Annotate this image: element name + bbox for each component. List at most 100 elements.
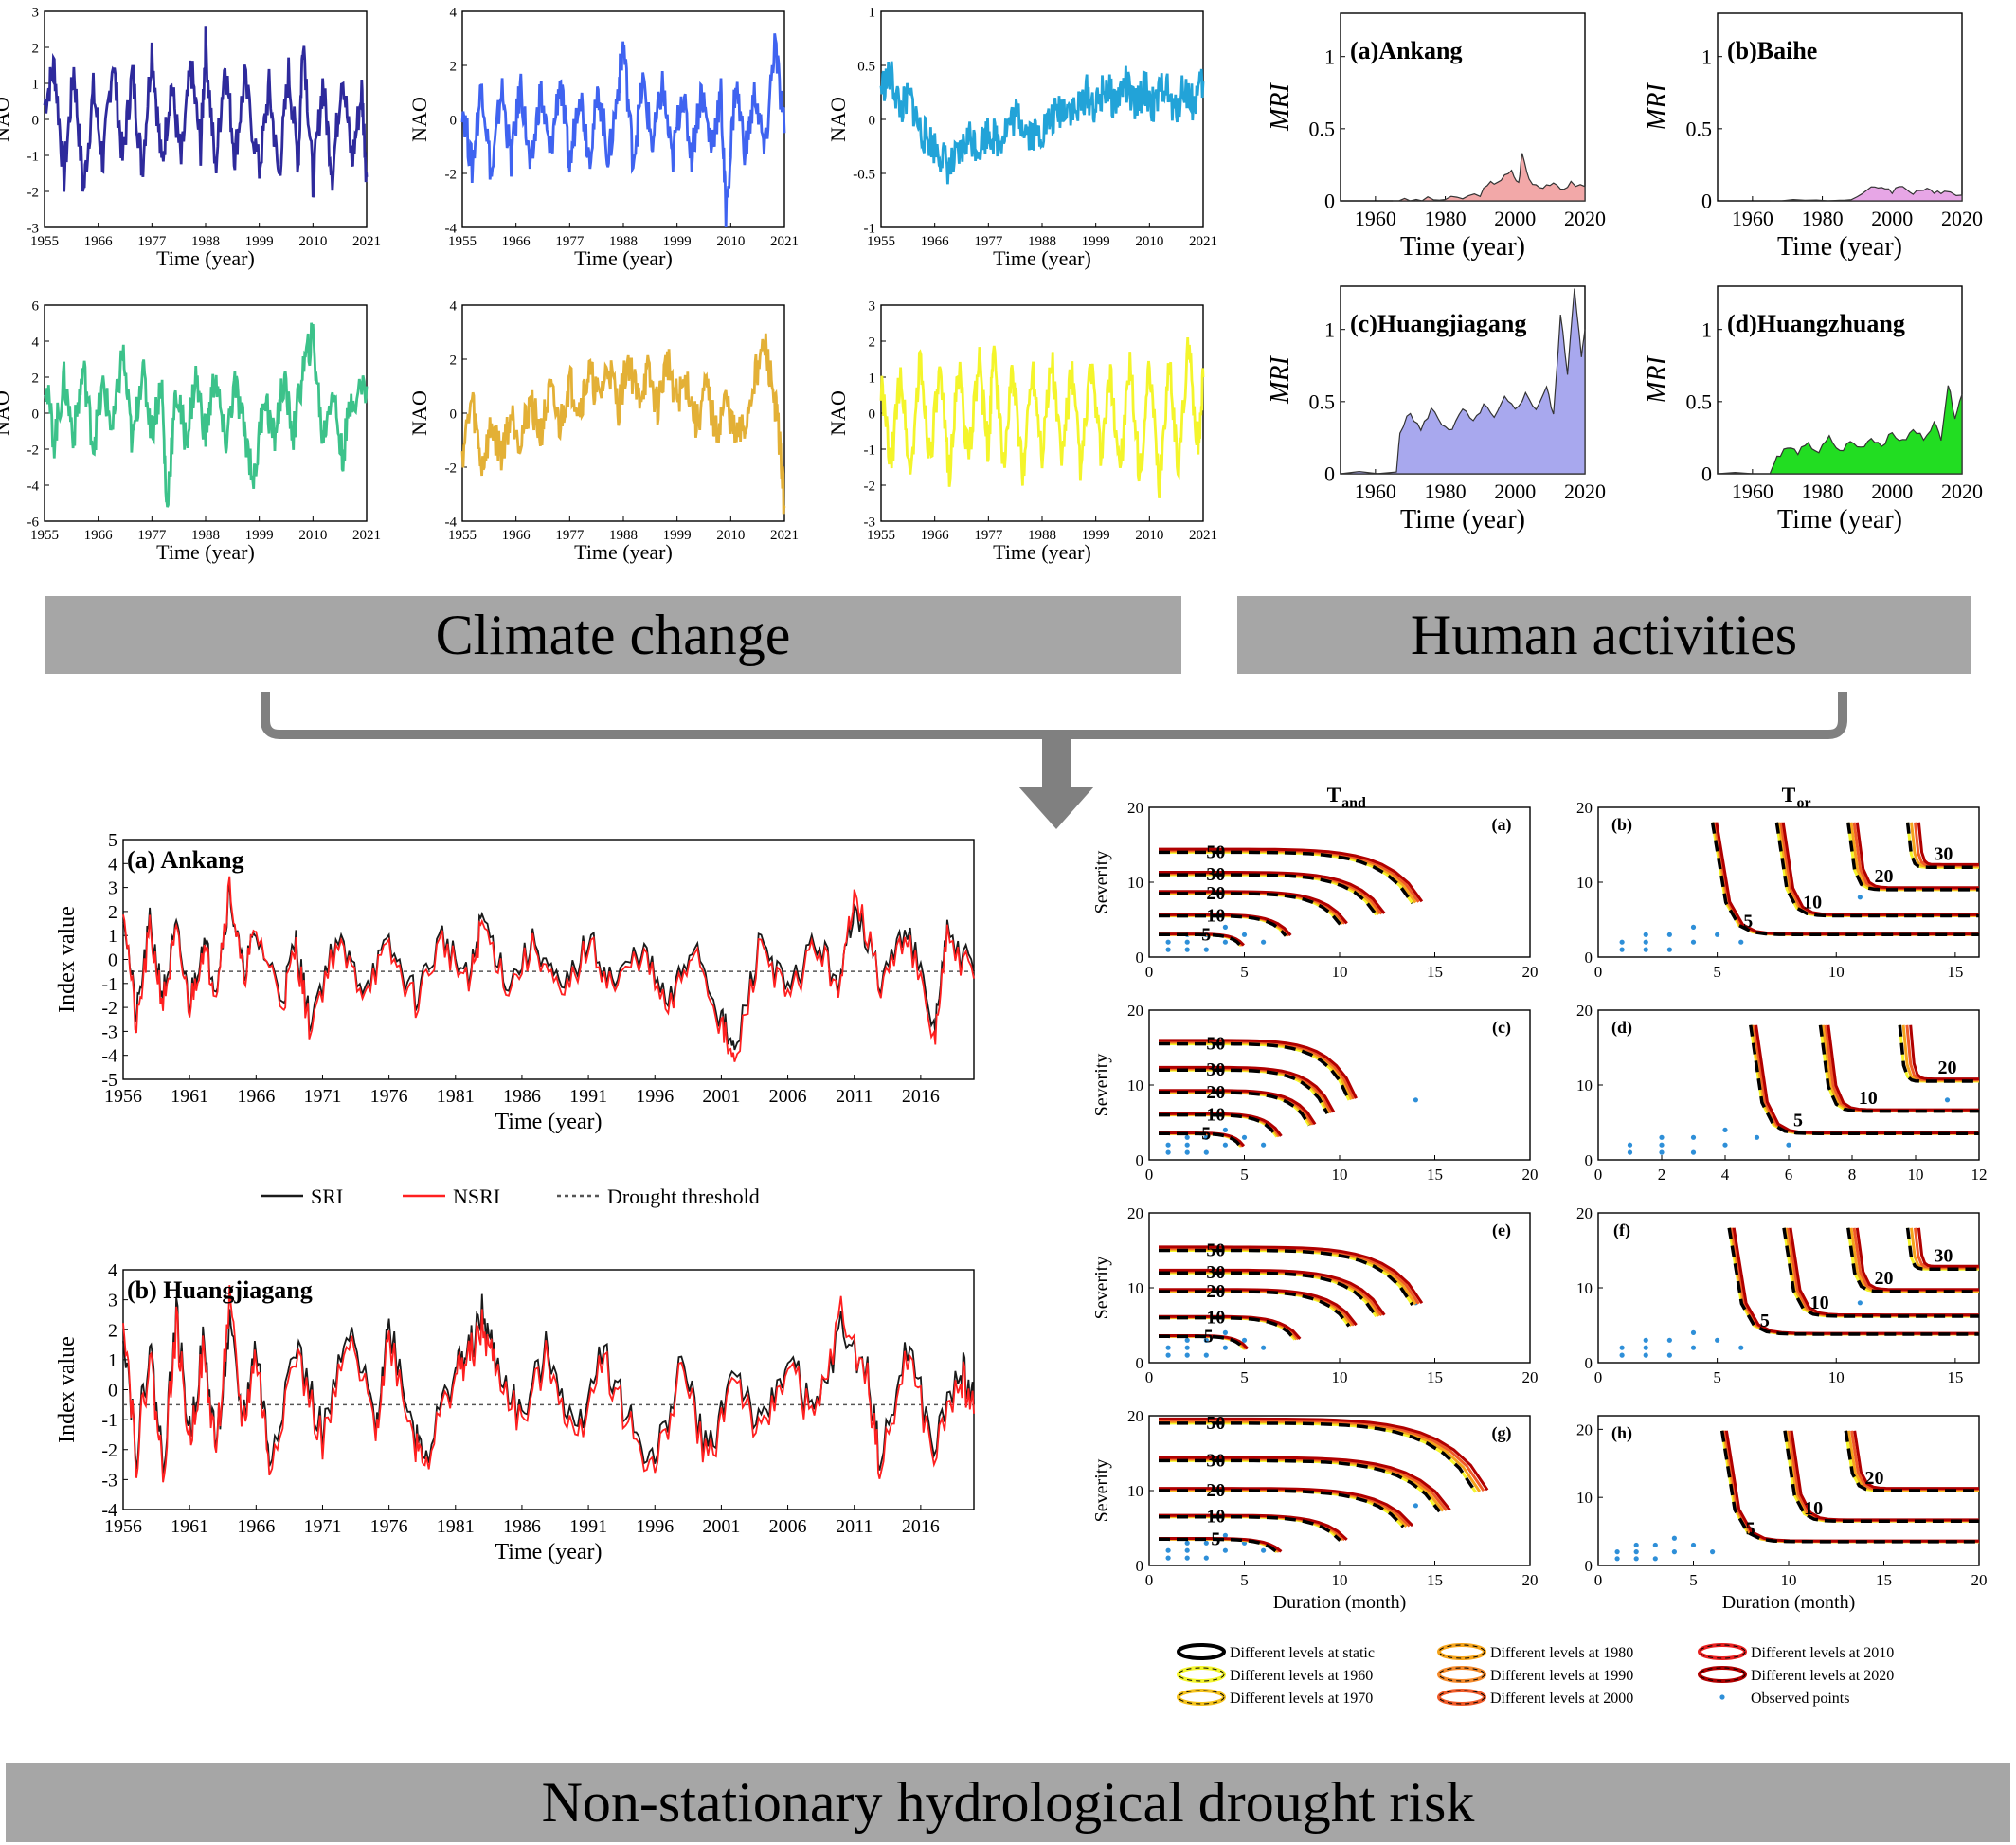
observed-point: [1857, 895, 1863, 900]
panel-label: (e): [1492, 1221, 1511, 1240]
contour-line: [1159, 1487, 1414, 1528]
y-tick-label: 1: [108, 1350, 117, 1371]
y-tick-label: -1: [864, 443, 876, 458]
down-arrow: [1018, 730, 1094, 829]
observed-point: [1652, 1542, 1658, 1548]
observed-point: [1643, 1337, 1648, 1343]
y-tick-label: 1: [32, 77, 40, 92]
observed-point: [1222, 1142, 1228, 1148]
contour-line: [1909, 1024, 1979, 1081]
x-tick-label: 1955: [867, 234, 895, 249]
x-tick-label: 1955: [448, 234, 477, 249]
x-tick-label: 0: [1594, 1571, 1603, 1589]
x-tick-label: 10: [1781, 1571, 1797, 1589]
observed-point: [1786, 1142, 1791, 1148]
static-contour-line: [1159, 1334, 1246, 1350]
y-tick-label: -1: [101, 974, 117, 995]
contour-line: [1159, 1288, 1358, 1327]
static-contour-line: [1783, 1430, 1979, 1524]
y-tick-label: 0: [1585, 1557, 1593, 1575]
y-tick-label: 4: [450, 5, 458, 20]
y-axis-label: MRI: [1266, 354, 1295, 404]
x-tick-label: 1991: [569, 1086, 607, 1107]
legend-label: Different levels at 2000: [1490, 1691, 1633, 1707]
x-tick-label: 1999: [663, 528, 692, 543]
x-tick-label: 1960: [1732, 479, 1773, 503]
x-tick-label: 10: [1332, 1166, 1348, 1184]
observed-point: [1184, 947, 1190, 952]
contour-line: [1159, 1089, 1317, 1126]
contour-level-label: 10: [1804, 1498, 1823, 1519]
contour-line: [1724, 1430, 1979, 1543]
contour-level-label: 20: [1206, 1480, 1225, 1501]
x-tick-label: 2020: [1564, 207, 1606, 230]
x-tick-label: 1956: [104, 1086, 142, 1107]
x-tick-label: 2020: [1941, 207, 1983, 230]
y-tick-label: 3: [869, 298, 876, 314]
observed-point: [1754, 1134, 1760, 1140]
static-contour-line: [1719, 1430, 1979, 1544]
contour-panel-(b): 0 5 10 15 0 10 20 (b) 5 10 20 30: [1576, 799, 1980, 981]
contour-line: [1159, 1247, 1417, 1306]
contour-line: [1159, 1456, 1449, 1511]
observed-point: [1659, 1142, 1665, 1148]
contour-level-label: 10: [1803, 893, 1822, 913]
observed-point: [1261, 1142, 1267, 1148]
observed-point: [1666, 1352, 1672, 1358]
merge-bracket: [261, 692, 1847, 739]
contour-line: [1853, 1430, 1979, 1491]
static-contour-line: [1782, 1227, 1979, 1318]
observed-point: [1261, 1345, 1267, 1350]
x-tick-label: 1986: [503, 1516, 541, 1537]
y-tick-label: 2: [450, 59, 458, 74]
panel-label: (b): [1611, 815, 1632, 835]
plot-frame: [461, 304, 785, 522]
observed-point: [1184, 1149, 1190, 1155]
nao2-chart: 1955 1966 1977 1988 1999 2010 2021 -4 -2 0 2 4 Time …: [407, 5, 799, 270]
observed-point: [1671, 1549, 1677, 1555]
contour-line: [1917, 822, 1979, 866]
x-tick-label: 2010: [716, 234, 745, 249]
x-tick-label: 20: [1522, 963, 1539, 981]
y-tick-label: 10: [1576, 1279, 1593, 1297]
x-tick-label: 1981: [437, 1516, 475, 1537]
y-axis-label: MRI: [1643, 354, 1672, 404]
x-tick-label: 1977: [974, 234, 1003, 249]
y-tick-label: 20: [1127, 1407, 1143, 1425]
observed-point: [1203, 947, 1209, 952]
x-tick-label: 1991: [569, 1516, 607, 1537]
mri-area: [1393, 153, 1586, 202]
x-axis-label: Duration (month): [1273, 1592, 1407, 1613]
x-tick-label: 1999: [245, 528, 274, 543]
x-axis-label: Time (year): [1400, 505, 1525, 534]
y-tick-label: -3: [27, 221, 40, 236]
x-tick-label: 15: [1947, 1368, 1963, 1386]
contour-level-label: 10: [1206, 1105, 1225, 1126]
panel-title: (b)Baihe: [1727, 37, 1817, 64]
observed-point: [1165, 947, 1171, 952]
x-tick-label: 1956: [104, 1516, 142, 1537]
y-axis-label: Index value: [55, 1336, 80, 1443]
contour-level-label: 30: [1934, 1245, 1953, 1266]
y-tick-label: 10: [1127, 1482, 1143, 1500]
x-tick-label: 0: [1145, 1166, 1154, 1184]
sri-line: [122, 883, 975, 1051]
contour-line: [1159, 890, 1348, 925]
contour-line: [1159, 1514, 1346, 1542]
mri_b-chart: 1960 1980 2000 2020 0 0.5 1 Time (year) MRI (b)Ba…: [1643, 12, 1983, 262]
static-contour-line: [1159, 850, 1414, 905]
contour-line: [1159, 847, 1424, 903]
x-tick-label: 1980: [1802, 207, 1844, 230]
x-tick-label: 0: [1145, 1571, 1154, 1589]
col-title: T: [1782, 783, 1796, 806]
x-tick-label: 8: [1848, 1166, 1857, 1184]
static-contour-line: [1159, 1290, 1351, 1328]
y-tick-label: 0.5: [1686, 118, 1713, 141]
x-axis-label: Time (year): [1777, 232, 1902, 262]
y-tick-label: -0.5: [853, 167, 875, 182]
static-contour-line: [1159, 932, 1242, 948]
observed-point: [1666, 932, 1672, 937]
observed-point: [1619, 1345, 1625, 1350]
